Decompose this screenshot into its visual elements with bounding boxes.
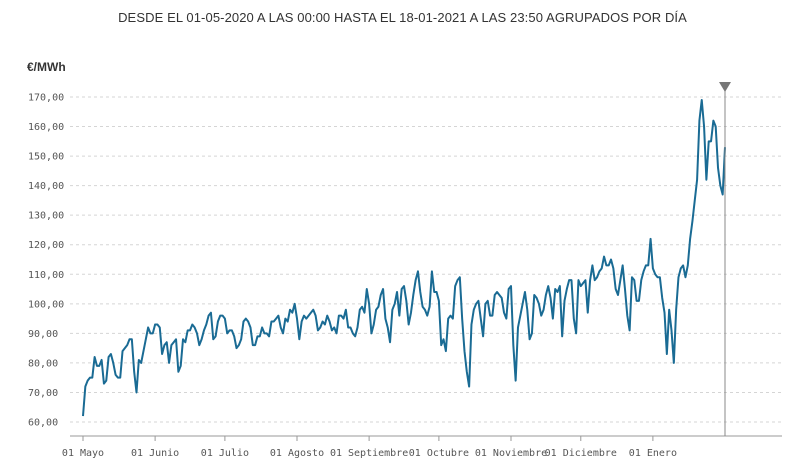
x-tick-label: 01 Septiembre bbox=[330, 448, 408, 459]
y-tick-label: 160,00 bbox=[28, 122, 64, 133]
y-tick-label: 80,00 bbox=[28, 358, 58, 369]
x-tick-label: 01 Julio bbox=[201, 448, 249, 459]
y-axis: 60,00 70,00 80,00 90,00 100,00 110,00 120,00 13… bbox=[28, 93, 64, 429]
end-marker-triangle[interactable] bbox=[719, 82, 731, 92]
y-tick-label: 150,00 bbox=[28, 152, 64, 163]
y-tick-label: 70,00 bbox=[28, 388, 58, 399]
y-axis-unit-label: €/MWh bbox=[27, 60, 66, 74]
x-tick-label: 01 Mayo bbox=[62, 448, 104, 459]
x-tick-label: 01 Diciembre bbox=[545, 448, 617, 459]
y-tick-label: 170,00 bbox=[28, 93, 64, 104]
x-tick-label: 01 Noviembre bbox=[475, 448, 547, 459]
y-tick-label: 130,00 bbox=[28, 211, 64, 222]
x-tick-label: 01 Junio bbox=[131, 448, 179, 459]
y-tick-label: 110,00 bbox=[28, 270, 64, 281]
y-tick-label: 60,00 bbox=[28, 418, 58, 429]
y-tick-label: 140,00 bbox=[28, 181, 64, 192]
x-axis: 01 Mayo 01 Junio 01 Julio 01 Agosto 01 Septi… bbox=[62, 436, 677, 459]
chart-title: DESDE EL 01-05-2020 A LAS 00:00 HASTA EL… bbox=[118, 10, 687, 25]
y-tick-label: 90,00 bbox=[28, 329, 58, 340]
gridlines bbox=[70, 96, 782, 423]
x-tick-label: 01 Enero bbox=[629, 448, 677, 459]
x-tick-label: 01 Octubre bbox=[409, 448, 469, 459]
x-tick-label: 01 Agosto bbox=[270, 448, 324, 459]
series-line bbox=[82, 98, 726, 417]
y-tick-label: 100,00 bbox=[28, 299, 64, 310]
y-tick-label: 120,00 bbox=[28, 240, 64, 251]
